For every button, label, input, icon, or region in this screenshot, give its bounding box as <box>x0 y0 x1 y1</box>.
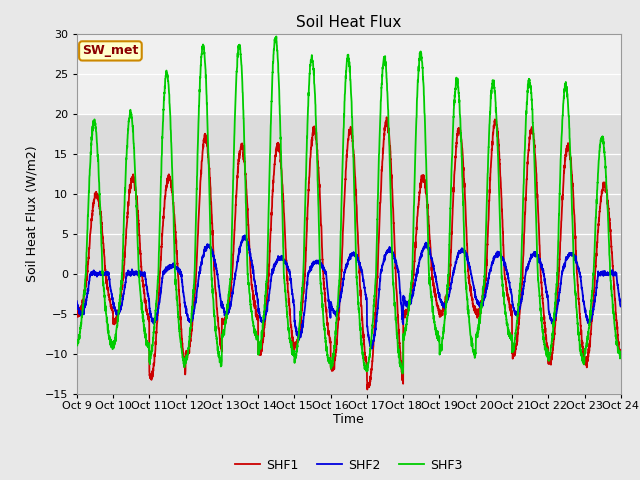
SHF1 <box>617 354 625 360</box>
Line: SHF1: SHF1 <box>77 117 621 389</box>
SHF3 <box>402 323 410 328</box>
Text: SW_met: SW_met <box>82 44 139 58</box>
SHF1 <box>364 386 371 392</box>
SHF3 <box>73 343 81 348</box>
SHF3 <box>399 371 406 376</box>
Legend: SHF1, SHF2, SHF3: SHF1, SHF2, SHF3 <box>230 454 468 477</box>
SHF1 <box>617 354 625 360</box>
SHF2 <box>241 232 248 238</box>
SHF3 <box>617 352 625 358</box>
SHF2 <box>73 298 81 304</box>
Line: SHF2: SHF2 <box>77 235 621 348</box>
SHF3 <box>273 34 280 39</box>
SHF2 <box>617 303 625 309</box>
SHF1 <box>189 309 197 315</box>
SHF3 <box>566 125 573 131</box>
Title: Soil Heat Flux: Soil Heat Flux <box>296 15 401 30</box>
SHF2 <box>225 310 232 315</box>
SHF3 <box>189 287 197 293</box>
Bar <box>77 114 621 394</box>
Line: SHF3: SHF3 <box>77 36 621 373</box>
SHF2 <box>402 300 410 305</box>
Y-axis label: Soil Heat Flux (W/m2): Soil Heat Flux (W/m2) <box>26 145 39 282</box>
SHF1 <box>402 307 410 312</box>
SHF1 <box>566 147 573 153</box>
SHF3 <box>412 142 419 148</box>
SHF1 <box>225 297 232 302</box>
SHF2 <box>189 312 197 318</box>
SHF3 <box>225 291 232 297</box>
Bar <box>77 34 621 114</box>
SHF2 <box>566 251 573 256</box>
SHF1 <box>383 114 390 120</box>
SHF2 <box>412 276 419 282</box>
SHF3 <box>617 351 625 357</box>
SHF1 <box>412 239 419 245</box>
SHF2 <box>368 346 376 351</box>
X-axis label: Time: Time <box>333 413 364 426</box>
SHF2 <box>617 304 625 310</box>
SHF1 <box>73 306 81 312</box>
